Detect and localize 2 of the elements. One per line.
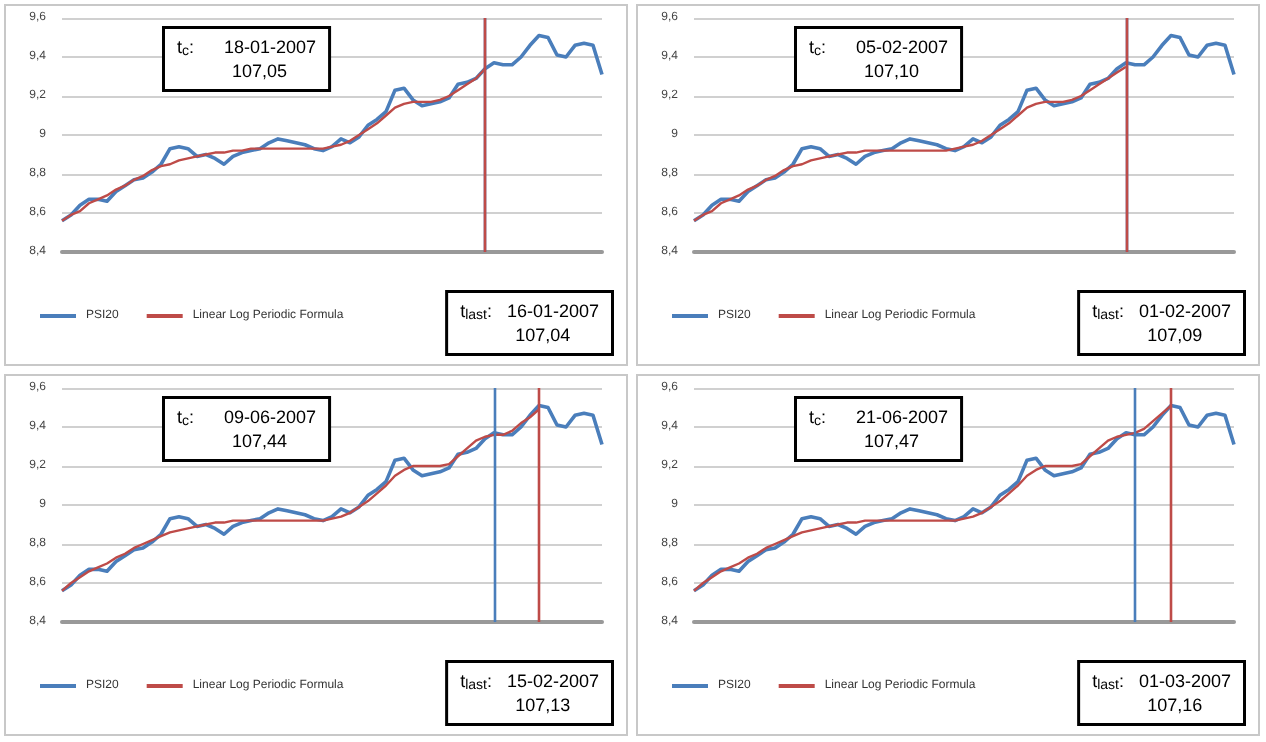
line-series — [60, 33, 604, 223]
line-series — [692, 33, 1236, 223]
